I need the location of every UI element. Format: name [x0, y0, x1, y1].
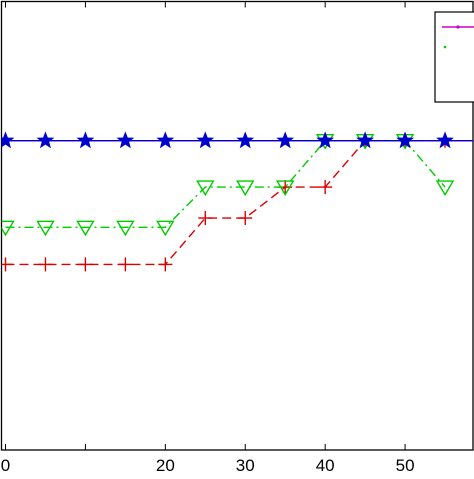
triangle-marker [275, 180, 295, 197]
series-group [1, 131, 473, 272]
star-marker [436, 131, 454, 149]
x-tick-label: 20 [156, 456, 175, 474]
legend-swatch-2 [443, 45, 447, 49]
star-marker [356, 131, 375, 149]
star-marker [1, 131, 15, 149]
triangle-marker [236, 180, 255, 197]
series-line [5, 139, 446, 266]
triangle-marker [156, 220, 175, 237]
triangle-marker [196, 180, 215, 197]
x-tick-label: 40 [316, 456, 335, 474]
legend-marker-1 [456, 25, 460, 29]
star-marker [36, 131, 55, 149]
x-tick-label: 50 [396, 456, 415, 474]
star-marker [236, 131, 255, 149]
star-marker [196, 131, 215, 149]
triangle-marker [1, 220, 15, 237]
triangle-marker [435, 180, 455, 197]
x-tick-label: 30 [236, 456, 255, 474]
legend [434, 11, 474, 103]
series-2 [1, 133, 455, 237]
series-line [5, 139, 446, 229]
series-1 [1, 131, 473, 149]
triangle-marker [116, 220, 135, 237]
star-marker [396, 131, 414, 149]
star-marker [76, 131, 95, 149]
series-3 [1, 133, 453, 272]
star-marker [116, 131, 135, 149]
plot-frame [0, 0, 474, 451]
x-tick-label: 0 [1, 456, 10, 474]
star-marker [276, 131, 295, 149]
legend-box [434, 11, 474, 103]
star-marker [316, 131, 335, 149]
triangle-marker [76, 220, 95, 237]
triangle-marker [36, 220, 55, 237]
star-marker [156, 131, 175, 149]
